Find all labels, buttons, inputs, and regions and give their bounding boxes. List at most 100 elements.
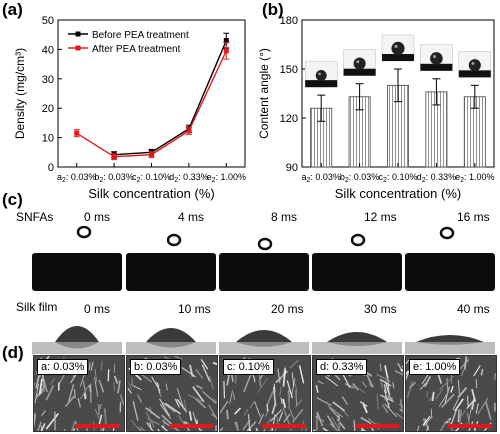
fiber xyxy=(246,421,257,431)
fiber xyxy=(94,408,100,419)
fiber xyxy=(45,385,55,401)
inset-droplet xyxy=(468,59,481,72)
fiber xyxy=(381,403,389,414)
fiber xyxy=(254,401,261,417)
fiber xyxy=(278,411,284,422)
droplet-inset xyxy=(381,34,415,62)
fiber xyxy=(212,397,217,404)
fiber xyxy=(473,365,481,377)
fiber xyxy=(400,368,403,372)
panel-label-d: (d) xyxy=(2,343,24,362)
fiber xyxy=(112,427,115,431)
inset-substrate xyxy=(343,68,376,76)
fiber xyxy=(77,397,81,408)
fiber xyxy=(41,382,45,391)
fiber xyxy=(156,382,161,394)
droplet-inset xyxy=(458,51,492,78)
fiber xyxy=(201,364,211,382)
fiber xyxy=(282,398,287,408)
x-tick-label: c2: 0.10% xyxy=(132,172,171,184)
fiber xyxy=(83,392,87,400)
fiber xyxy=(195,384,203,390)
time-label: 0 ms xyxy=(84,302,111,316)
inset-substrate xyxy=(420,63,453,71)
bouncing-droplet xyxy=(439,226,455,240)
frame-graphic xyxy=(126,318,216,354)
film-droplet-frame xyxy=(219,318,309,354)
fiber xyxy=(127,387,133,394)
fiber xyxy=(439,375,454,390)
sem-image-label: a: 0.03% xyxy=(37,359,89,375)
fiber xyxy=(494,373,496,380)
fiber xyxy=(316,411,324,427)
fiber xyxy=(35,375,40,389)
y-tick-label: 180 xyxy=(280,15,298,27)
inset-droplet-highlight xyxy=(432,55,437,59)
fiber xyxy=(270,409,283,422)
fiber xyxy=(344,383,355,389)
fiber xyxy=(90,361,94,371)
fiber xyxy=(289,409,295,420)
fiber xyxy=(149,422,152,430)
fiber xyxy=(255,427,259,431)
fiber xyxy=(383,384,387,394)
fiber xyxy=(273,383,276,393)
fiber xyxy=(195,368,204,379)
y-tick-label: 20 xyxy=(42,103,54,115)
y-tick-label: 40 xyxy=(42,44,54,56)
snfa-droplet-frame xyxy=(126,226,216,291)
fiber xyxy=(249,401,255,409)
fiber xyxy=(165,383,168,391)
snfa-droplet-frame xyxy=(219,226,309,291)
scale-bar xyxy=(76,424,120,428)
fiber xyxy=(431,391,435,402)
frame-graphic xyxy=(32,318,122,354)
fiber xyxy=(243,408,249,417)
fiber xyxy=(430,408,433,418)
fiber xyxy=(192,386,205,403)
legend-label: Before PEA treatment xyxy=(92,30,189,41)
aerogel-block xyxy=(312,253,402,291)
fiber xyxy=(313,429,317,431)
fiber xyxy=(450,408,458,426)
fiber xyxy=(286,380,294,399)
fiber xyxy=(360,427,366,431)
fiber xyxy=(480,369,484,376)
fiber xyxy=(441,393,455,409)
fiber xyxy=(450,385,454,393)
fiber xyxy=(459,409,462,424)
fiber xyxy=(176,388,184,407)
fiber xyxy=(139,426,146,431)
fiber xyxy=(272,386,277,407)
fiber xyxy=(387,395,394,401)
x-tick-label: b2: 0.03% xyxy=(340,172,379,184)
inset-droplet-highlight xyxy=(471,61,475,65)
droplet-reflection xyxy=(416,342,484,345)
fiber xyxy=(34,412,36,423)
inset-droplet-highlight xyxy=(318,72,321,76)
fiber xyxy=(94,368,98,382)
fiber xyxy=(40,425,43,431)
fiber xyxy=(283,413,291,423)
fiber xyxy=(192,411,198,427)
fiber xyxy=(446,378,449,394)
fiber xyxy=(426,425,429,431)
fiber xyxy=(384,381,391,396)
time-label: 30 ms xyxy=(364,302,397,316)
data-point xyxy=(74,130,80,136)
fiber xyxy=(315,385,319,393)
time-label: 12 ms xyxy=(364,210,397,224)
fiber xyxy=(176,398,188,413)
frame-graphic xyxy=(405,318,495,354)
fiber xyxy=(212,361,217,366)
plot-frame xyxy=(57,19,246,168)
fiber xyxy=(360,416,371,424)
fiber xyxy=(384,403,398,418)
fiber xyxy=(282,368,287,387)
fiber xyxy=(220,400,229,414)
fiber xyxy=(220,427,224,431)
scale-bar xyxy=(169,424,213,428)
fiber xyxy=(280,397,283,405)
fiber xyxy=(298,365,305,384)
x-tick-label: d2: 0.33% xyxy=(417,172,456,184)
